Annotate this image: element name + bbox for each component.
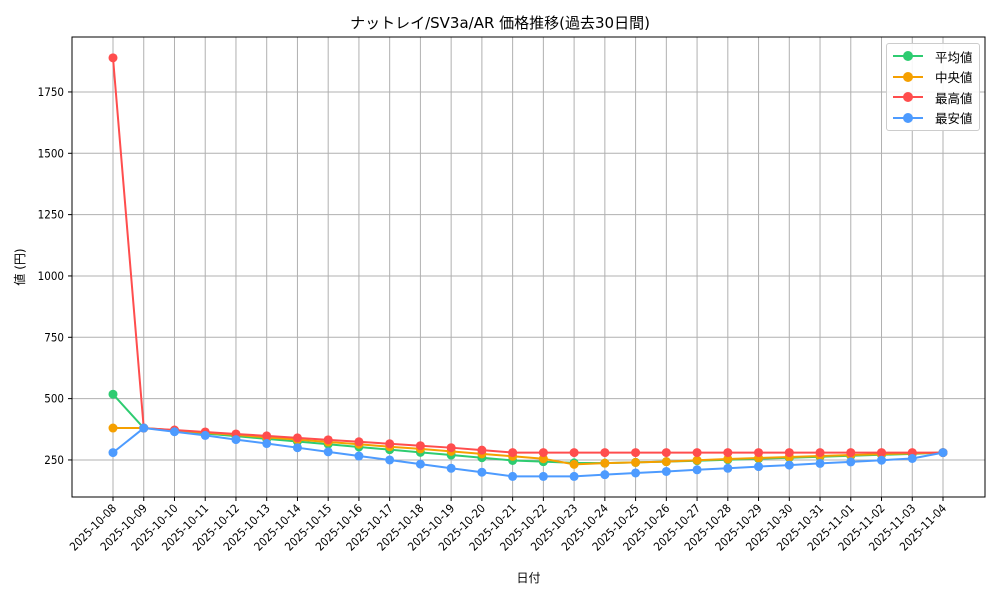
legend-label: 最高値 bbox=[935, 90, 973, 106]
data-point bbox=[569, 448, 579, 458]
data-point bbox=[631, 448, 641, 458]
data-point bbox=[169, 427, 179, 437]
data-point bbox=[569, 471, 579, 481]
data-point bbox=[415, 459, 425, 469]
data-point bbox=[415, 441, 425, 451]
series-line bbox=[113, 427, 944, 466]
data-point bbox=[754, 448, 764, 458]
data-point bbox=[477, 445, 487, 455]
data-point bbox=[784, 448, 794, 458]
data-point bbox=[600, 458, 610, 468]
data-point bbox=[323, 435, 333, 445]
y-tick-label: 750 bbox=[44, 330, 64, 344]
data-point bbox=[292, 443, 302, 453]
data-point bbox=[385, 439, 395, 449]
data-point bbox=[877, 448, 887, 458]
data-point bbox=[815, 458, 825, 468]
data-point bbox=[692, 465, 702, 475]
data-point bbox=[477, 467, 487, 477]
data-point bbox=[723, 448, 733, 458]
legend-label: 最安値 bbox=[935, 111, 973, 127]
legend-marker-icon bbox=[893, 71, 923, 82]
x-axis: 2025-10-082025-10-092025-10-102025-10-11… bbox=[67, 497, 949, 554]
data-point bbox=[754, 462, 764, 472]
data-point bbox=[661, 457, 671, 467]
data-point bbox=[600, 448, 610, 458]
data-point bbox=[938, 448, 948, 458]
data-point bbox=[631, 457, 641, 467]
data-point bbox=[723, 463, 733, 473]
legend-item: 最高値 bbox=[887, 87, 979, 108]
y-tick-label: 1250 bbox=[38, 208, 64, 222]
data-point bbox=[784, 460, 794, 470]
series-line bbox=[112, 427, 944, 478]
data-point bbox=[846, 448, 856, 458]
data-point bbox=[200, 430, 210, 440]
series-2 bbox=[108, 53, 948, 458]
x-axis-label: 日付 bbox=[516, 571, 540, 585]
data-point bbox=[446, 443, 456, 453]
data-point bbox=[108, 448, 118, 458]
data-point bbox=[323, 447, 333, 457]
data-point bbox=[538, 448, 548, 458]
data-point bbox=[661, 448, 671, 458]
data-point bbox=[846, 457, 856, 467]
data-point bbox=[292, 433, 302, 443]
y-tick-label: 500 bbox=[44, 392, 64, 406]
data-point bbox=[508, 448, 518, 458]
data-point bbox=[354, 437, 364, 447]
chart-title: ナットレイ/SV3a/AR 価格推移(過去30日間) bbox=[350, 14, 650, 32]
legend-marker-icon bbox=[893, 51, 923, 62]
data-point bbox=[446, 463, 456, 473]
data-point bbox=[108, 423, 118, 433]
data-point bbox=[692, 448, 702, 458]
data-point bbox=[631, 468, 641, 478]
plot-frame bbox=[71, 36, 986, 498]
grid bbox=[72, 37, 985, 497]
legend-label: 中央値 bbox=[935, 70, 973, 86]
data-point bbox=[538, 471, 548, 481]
data-point bbox=[877, 455, 887, 465]
legend-item: 平均値 bbox=[887, 46, 979, 67]
data-point bbox=[262, 431, 272, 441]
data-point bbox=[354, 451, 364, 461]
data-point bbox=[907, 453, 917, 463]
data-point bbox=[231, 435, 241, 445]
data-point bbox=[569, 459, 579, 469]
data-point bbox=[600, 470, 610, 480]
data-point bbox=[139, 423, 149, 433]
data-point bbox=[385, 455, 395, 465]
data-point bbox=[723, 454, 733, 464]
data-point bbox=[815, 448, 825, 458]
series-line bbox=[112, 57, 943, 454]
legend-marker-icon bbox=[893, 112, 923, 123]
legend-item: 最安値 bbox=[887, 108, 979, 129]
y-tick-label: 1000 bbox=[38, 269, 64, 283]
data-point bbox=[661, 466, 671, 476]
legend-marker-icon bbox=[893, 92, 923, 103]
y-tick-label: 250 bbox=[44, 453, 64, 467]
y-axis-label: 値 (円) bbox=[12, 248, 27, 285]
data-point bbox=[508, 471, 518, 481]
series-3 bbox=[108, 423, 948, 481]
data-point bbox=[262, 439, 272, 449]
y-tick-label: 1500 bbox=[38, 146, 64, 160]
data-point bbox=[108, 389, 118, 399]
legend: 平均値中央値最高値最安値 bbox=[886, 43, 980, 131]
data-point bbox=[692, 455, 702, 465]
data-point bbox=[108, 53, 118, 63]
y-tick-label: 1750 bbox=[38, 85, 64, 99]
y-axis: 250 500 750 1000 1250 1500 1750 bbox=[38, 85, 72, 467]
legend-label: 平均値 bbox=[935, 49, 973, 65]
legend-item: 中央値 bbox=[887, 67, 979, 88]
